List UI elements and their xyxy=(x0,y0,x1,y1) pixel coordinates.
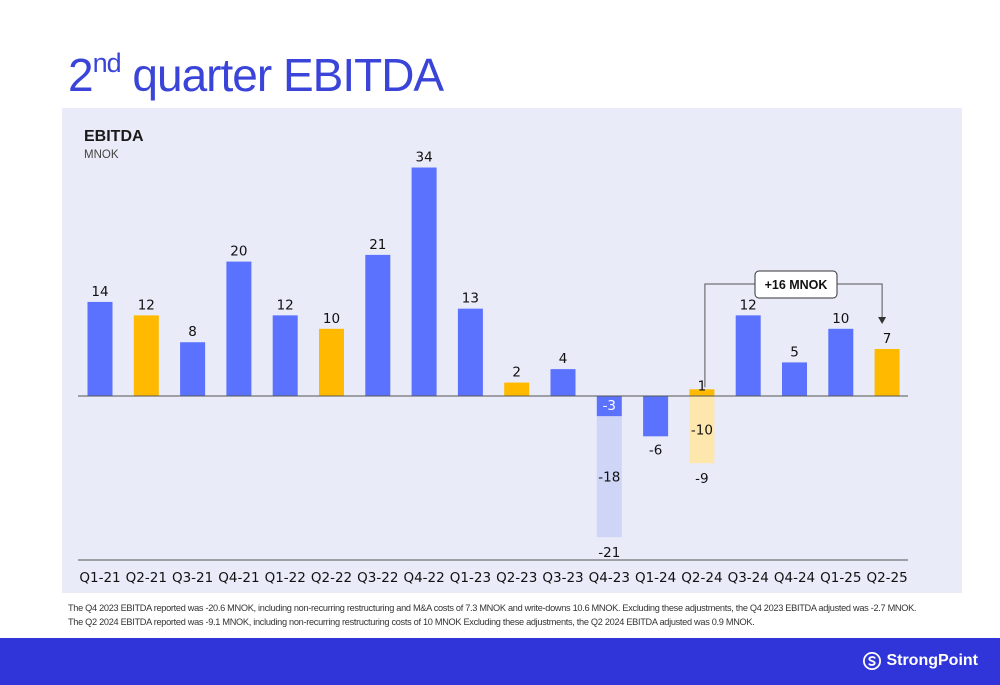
adjustment-bar-q2-24 xyxy=(689,396,715,464)
footer-band xyxy=(0,638,1000,685)
bar-q4-24 xyxy=(782,362,807,396)
chart-panel xyxy=(62,108,962,593)
bar-q3-23 xyxy=(550,369,576,396)
value-label-q1-24: -6 xyxy=(649,442,662,458)
adjustment-label-q4-23: -18 xyxy=(598,470,620,486)
tick-label-q2-23: Q2-23 xyxy=(496,570,537,586)
value-label-q3-21: 8 xyxy=(188,324,197,340)
adjustment-bar-q4-23 xyxy=(596,416,622,538)
value-label-q4-22: 34 xyxy=(416,150,433,166)
value-label-q4-23: -3 xyxy=(603,398,616,414)
bar-q2-22 xyxy=(319,328,344,396)
logo-text: StrongPoint xyxy=(886,652,978,669)
value-label-q1-25: 10 xyxy=(832,311,849,327)
bar-q3-24 xyxy=(735,315,761,396)
tick-label-q4-22: Q4-22 xyxy=(403,570,444,586)
value-label-q2-24: 1 xyxy=(698,378,707,394)
bar-q2-24 xyxy=(689,389,715,396)
value-label-q4-21: 20 xyxy=(230,244,247,260)
value-label-q2-21: 12 xyxy=(138,297,155,313)
tick-label-q4-23: Q4-23 xyxy=(589,570,630,586)
bar-q2-23 xyxy=(504,382,530,396)
bar-q3-22 xyxy=(365,254,391,396)
strongpoint-s-icon xyxy=(863,652,882,670)
adjustment-label-q2-24: -10 xyxy=(691,423,713,439)
value-label-q2-23: 2 xyxy=(512,365,521,381)
title-rest: quarter EBITDA xyxy=(120,49,444,101)
tick-label-q1-24: Q1-24 xyxy=(635,570,676,586)
bar-q2-25 xyxy=(874,348,900,396)
value-label-q2-25: 7 xyxy=(883,331,892,347)
tick-label-q3-24: Q3-24 xyxy=(728,570,769,586)
bar-q1-22 xyxy=(272,315,298,396)
reported-label-q2-24: -9 xyxy=(695,471,708,487)
value-label-q1-22: 12 xyxy=(277,297,294,313)
value-label-q3-22: 21 xyxy=(369,237,386,253)
footnote-q4-2023: The Q4 2023 EBITDA reported was -20.6 MN… xyxy=(68,603,917,613)
value-label-q1-21: 14 xyxy=(91,284,108,300)
bar-q4-22 xyxy=(411,167,437,396)
tick-label-q3-22: Q3-22 xyxy=(357,570,398,586)
annotation-arrowhead xyxy=(878,317,887,324)
tick-label-q3-23: Q3-23 xyxy=(542,570,583,586)
annotation-box xyxy=(754,270,838,299)
bar-q1-23 xyxy=(457,308,483,396)
bar-q4-21 xyxy=(226,261,252,396)
tick-label-q1-25: Q1-25 xyxy=(820,570,861,586)
ebitda-bar-chart: 14 12 8 20 12 10 21 34 13 2 4 -3 -6 1 12 5 10 7 -18 -21 -10 -… xyxy=(78,150,908,586)
tick-label-q1-21: Q1-21 xyxy=(79,570,120,586)
value-label-q3-23: 4 xyxy=(559,351,568,367)
strongpoint-logo: StrongPoint xyxy=(863,652,978,670)
chart-title: EBITDA xyxy=(84,128,144,145)
bar-q2-21 xyxy=(133,315,159,396)
bar-q1-25 xyxy=(828,328,854,396)
reported-label-q4-23: -21 xyxy=(598,545,620,561)
tick-label-q1-23: Q1-23 xyxy=(450,570,491,586)
tick-label-q2-21: Q2-21 xyxy=(126,570,167,586)
tick-label-q4-24: Q4-24 xyxy=(774,570,815,586)
bar-q1-24 xyxy=(643,396,669,437)
value-label-q4-24: 5 xyxy=(790,344,799,360)
title-superscript: nd xyxy=(92,48,122,78)
tick-label-q3-21: Q3-21 xyxy=(172,570,213,586)
tick-label-q2-22: Q2-22 xyxy=(311,570,352,586)
bar-q1-21 xyxy=(87,301,113,396)
annotation-text: +16 MNOK xyxy=(765,278,828,292)
footnote-q2-2024: The Q2 2024 EBITDA reported was -9.1 MNO… xyxy=(68,617,755,627)
tick-label-q1-22: Q1-22 xyxy=(265,570,306,586)
tick-label-q4-21: Q4-21 xyxy=(218,570,259,586)
bar-q4-23 xyxy=(596,396,622,417)
tick-label-q2-24: Q2-24 xyxy=(681,570,722,586)
value-label-q3-24: 12 xyxy=(740,297,757,313)
value-label-q1-23: 13 xyxy=(462,291,479,307)
value-label-q2-22: 10 xyxy=(323,311,340,327)
chart-unit-label: MNOK xyxy=(84,149,119,161)
tick-label-q2-25: Q2-25 xyxy=(866,570,907,586)
page-title: 2nd quarter EBITDA xyxy=(68,48,444,101)
bar-q3-21 xyxy=(180,342,206,396)
